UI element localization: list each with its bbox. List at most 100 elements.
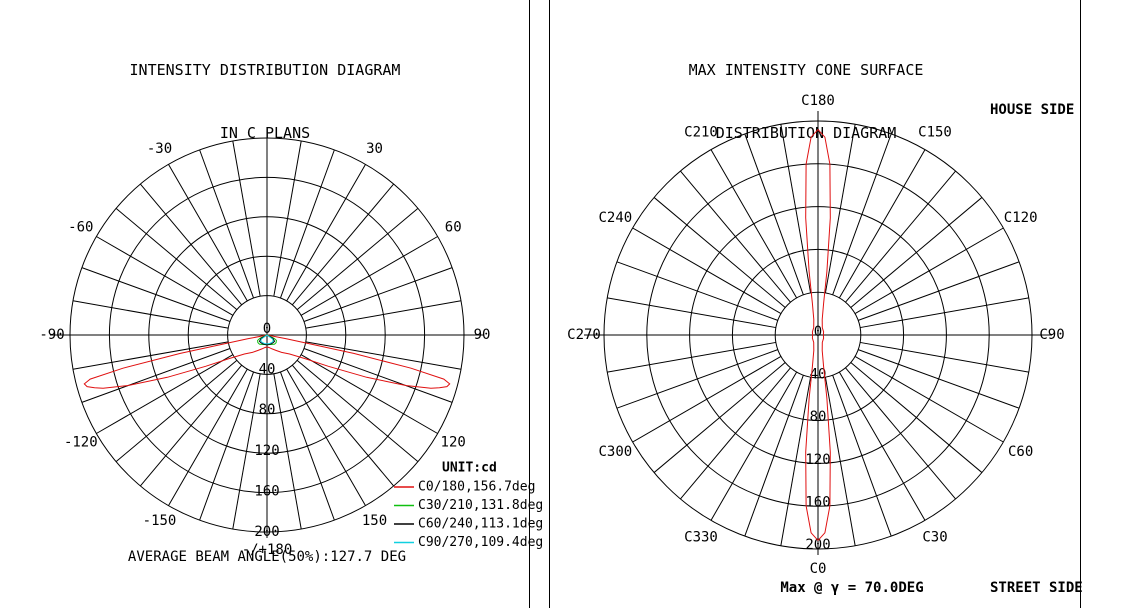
- left-grid-spoke: [199, 371, 254, 521]
- left-angle-tick-label: 30: [366, 141, 383, 157]
- left-angle-tick-label: 120: [441, 435, 466, 451]
- right-angle-tick-label: C240: [598, 210, 632, 226]
- right-grid-spoke: [845, 367, 956, 500]
- right-title-line2: DISTRIBUTION DIAGRAM: [715, 124, 897, 142]
- left-radial-tick-label: 160: [254, 483, 279, 499]
- right-grid-spoke: [680, 367, 791, 500]
- left-grid-spoke: [286, 368, 366, 506]
- right-grid-spoke: [845, 170, 956, 303]
- house-side-label: HOUSE SIDE: [990, 102, 1074, 118]
- right-grid-spoke: [838, 149, 926, 299]
- right-grid-spoke: [616, 349, 778, 409]
- left-grid-spoke: [286, 164, 366, 302]
- right-angle-tick-label: C330: [684, 530, 718, 546]
- right-grid-spoke: [780, 124, 812, 293]
- left-grid-spoke: [303, 348, 453, 403]
- left-grid-spoke: [232, 373, 261, 530]
- left-series-line: [260, 334, 274, 345]
- left-angle-tick-label: -30: [147, 141, 172, 157]
- street-side-label: STREET SIDE: [990, 580, 1083, 596]
- left-grid-spoke: [168, 164, 248, 302]
- right-angle-tick-label: C60: [1008, 444, 1033, 460]
- left-series-line: [258, 334, 276, 346]
- right-grid-spoke: [680, 170, 791, 303]
- right-grid-spoke: [860, 341, 1029, 373]
- left-angle-tick-label: 90: [474, 327, 491, 343]
- left-grid-spoke: [232, 140, 261, 297]
- right-radial-tick-label: 200: [805, 537, 830, 553]
- left-grid-spoke: [72, 341, 229, 370]
- left-grid-spoke: [273, 373, 302, 530]
- left-grid-spoke: [139, 183, 243, 306]
- right-grid-spoke: [832, 375, 892, 537]
- left-angle-tick-label: -60: [68, 220, 93, 236]
- left-angle-tick-label: -120: [64, 435, 98, 451]
- left-legend-label: C30/210,131.8deg: [418, 498, 543, 513]
- left-title-line2: IN C PLANS: [219, 124, 311, 142]
- left-grid-spoke: [273, 140, 302, 297]
- left-grid-spoke: [305, 341, 462, 370]
- right-radial-tick-label: 40: [810, 367, 827, 383]
- left-title-line1: INTENSITY DISTRIBUTION DIAGRAM: [129, 61, 401, 79]
- right-grid-spoke: [744, 133, 804, 295]
- left-radial-tick-label: 40: [259, 362, 276, 378]
- right-grid-spoke: [824, 377, 856, 546]
- right-grid-spoke: [632, 227, 782, 315]
- right-angle-tick-label: C210: [684, 124, 718, 140]
- right-radial-tick-label: 120: [805, 452, 830, 468]
- right-grid-spoke: [858, 349, 1020, 409]
- panel-divider-left: [529, 0, 530, 608]
- left-legend-label: C60/240,113.1deg: [418, 517, 543, 532]
- left-grid-spoke: [96, 236, 234, 316]
- left-radial-tick-label: 80: [259, 402, 276, 418]
- right-grid-spoke: [710, 149, 798, 299]
- right-angle-tick-label: C150: [918, 124, 952, 140]
- left-grid-spoke: [300, 354, 438, 434]
- left-radial-tick-label: 120: [254, 443, 279, 459]
- right-grid-spoke: [860, 297, 1029, 329]
- left-grid-spoke: [199, 149, 254, 299]
- right-grid-spoke: [653, 362, 786, 473]
- left-grid-spoke: [291, 364, 395, 487]
- left-grid-spoke: [305, 300, 462, 329]
- right-angle-tick-label: C270: [567, 327, 601, 343]
- right-grid-spoke: [850, 362, 983, 473]
- left-grid-spoke: [296, 359, 419, 463]
- right-angle-tick-label: C120: [1004, 210, 1038, 226]
- right-angle-tick-label: C30: [922, 530, 947, 546]
- panel-divider-right: [1080, 0, 1081, 608]
- right-title-line1: MAX INTENSITY CONE SURFACE: [688, 61, 924, 79]
- left-angle-tick-label: -/+180: [242, 542, 293, 558]
- right-grid-spoke: [607, 297, 776, 329]
- right-grid-spoke: [710, 371, 798, 521]
- left-grid-spoke: [303, 267, 453, 322]
- right-grid-spoke: [854, 227, 1004, 315]
- left-unit-label: UNIT:cd: [442, 461, 497, 476]
- left-footer: AVERAGE BEAM ANGLE(50%):127.7 DEG: [128, 549, 406, 565]
- right-title: MAX INTENSITY CONE SURFACE DISTRIBUTION …: [570, 18, 1042, 165]
- right-radial-tick-label: 80: [810, 409, 827, 425]
- left-grid-spoke: [296, 207, 419, 311]
- left-legend-label: C0/180,156.7deg: [418, 480, 535, 495]
- right-grid-spoke: [616, 261, 778, 321]
- right-series-line: [805, 128, 831, 541]
- left-grid-spoke: [168, 368, 248, 506]
- left-legend-label: C90/270,109.4deg: [418, 535, 543, 550]
- left-polar-chart: -/+180 150 120 90 60 30 -30 -60 -90 -120 -150 0 40 80…: [39, 128, 543, 565]
- left-title: INTENSITY DISTRIBUTION DIAGRAM IN C PLAN…: [30, 18, 500, 165]
- left-series-line: [83, 334, 451, 389]
- right-grid-spoke: [744, 375, 804, 537]
- right-grid-spoke: [607, 341, 776, 373]
- right-grid-spoke: [780, 377, 812, 546]
- left-grid-spoke: [280, 149, 335, 299]
- left-angle-tick-label: 150: [362, 513, 387, 529]
- right-grid-spoke: [824, 124, 856, 293]
- left-angle-tick-label: -90: [39, 327, 64, 343]
- left-angle-tick-label: 60: [445, 220, 462, 236]
- right-grid-spoke: [850, 197, 983, 308]
- right-angle-tick-label: C90: [1039, 327, 1064, 343]
- right-grid-spoke: [653, 197, 786, 308]
- left-grid-spoke: [291, 183, 395, 306]
- right-grid-spoke: [854, 355, 1004, 443]
